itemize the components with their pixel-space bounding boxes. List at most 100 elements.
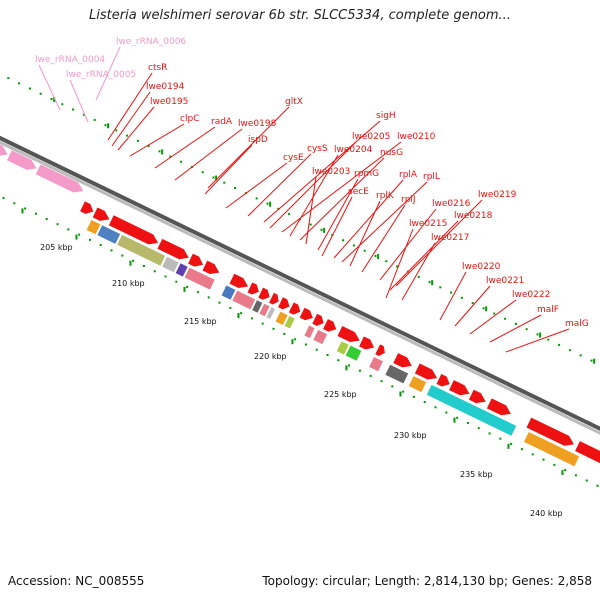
scale-dot	[240, 312, 243, 315]
scale-dot	[93, 118, 96, 121]
scale-dot	[277, 207, 280, 210]
scale-dot	[164, 275, 167, 278]
scale-major-tick	[161, 149, 164, 155]
cds-arrow	[258, 287, 270, 300]
callout-line	[395, 199, 483, 287]
cog-block	[117, 234, 166, 266]
gene-label: radA	[211, 117, 233, 127]
gene-label: secE	[348, 187, 369, 197]
scale-dot	[180, 160, 183, 163]
scale-major-tick	[593, 358, 596, 364]
scale-dot	[56, 223, 59, 226]
callout-line	[38, 64, 61, 111]
scale-dot	[590, 359, 593, 362]
scale-dot	[477, 427, 480, 430]
scale-dot	[579, 354, 582, 357]
cog-block	[266, 307, 275, 319]
gene-label-callouts: lwe_rRNA_0006lwe_rRNA_0004lwe_rRNA_0005c…	[35, 37, 589, 353]
topology-text: Topology: circular; Length: 2,814,130 bp…	[262, 574, 592, 588]
scale-dot	[229, 306, 232, 309]
cog-block	[86, 220, 101, 235]
scale-dot	[568, 349, 571, 352]
callout-line	[174, 128, 243, 181]
scale-dot	[78, 233, 81, 236]
accession-text: Accession: NC_008555	[8, 574, 145, 588]
gene-label: rpmG	[354, 169, 379, 179]
scale-dot	[82, 113, 85, 116]
scale-dot	[445, 411, 448, 414]
scale-dot	[385, 260, 388, 263]
backbone-line	[0, 135, 600, 431]
scale-dot	[434, 406, 437, 409]
cds-arrow	[468, 389, 486, 404]
cds-feature-track	[80, 201, 600, 464]
gene-label: lwe0219	[478, 190, 517, 200]
scale-dot	[417, 275, 420, 278]
callout-line	[299, 157, 385, 241]
cog-block	[304, 325, 315, 339]
scale-dot	[396, 265, 399, 268]
scale-dot	[315, 348, 318, 351]
callout-line	[207, 106, 290, 189]
scale-dot	[18, 82, 21, 85]
callout-line	[489, 314, 542, 343]
gene-label: lwe0215	[409, 219, 447, 229]
callout-line	[454, 285, 491, 327]
cds-arrow	[278, 297, 290, 310]
scale-major-tick	[561, 470, 564, 475]
scale-dot	[547, 338, 550, 341]
gene-label: lwe0195	[150, 97, 188, 107]
cog-block	[162, 256, 179, 273]
callout-line	[341, 181, 428, 263]
callout-line	[225, 162, 288, 209]
scale-major-tick	[291, 339, 294, 345]
gene-label: rplA	[399, 170, 418, 180]
scale-dot	[28, 87, 31, 90]
cds-arrow	[157, 238, 189, 260]
scale-dot	[585, 479, 588, 482]
cog-block	[345, 345, 362, 361]
cds-arrow	[575, 441, 600, 464]
callout-line	[117, 106, 155, 151]
scale-dot	[153, 270, 156, 273]
scale-dot	[13, 202, 16, 205]
gene-label: lwe0216	[432, 199, 471, 209]
scale-dot	[126, 134, 129, 137]
scale-dot	[294, 338, 297, 341]
scale-major-tick	[507, 443, 510, 449]
callout-line	[263, 120, 381, 223]
scale-dot	[24, 207, 27, 210]
kbp-tick-label: 215 kbp	[184, 317, 217, 326]
callout-line	[439, 271, 467, 321]
gene-label: lwe0194	[146, 82, 185, 92]
scale-dot	[525, 328, 528, 331]
cds-arrow	[188, 253, 204, 267]
callout-line	[107, 72, 153, 141]
scale-dot	[169, 155, 172, 158]
callout-line	[321, 196, 353, 257]
scale-dot	[7, 77, 10, 80]
cds-arrow	[92, 207, 110, 221]
scale-dot	[326, 353, 329, 356]
scale-dot	[531, 453, 534, 456]
cog-block	[284, 315, 295, 329]
gene-label: lwe0217	[431, 233, 469, 243]
cds-arrow	[436, 374, 450, 387]
gene-label: rplJ	[401, 195, 416, 205]
scale-major-tick	[183, 286, 186, 292]
cog-block	[336, 341, 349, 355]
scale-dot	[132, 259, 135, 262]
cds-arrow	[299, 307, 313, 321]
scale-dot	[564, 469, 567, 472]
map-title: Listeria welshimeri serovar 6b str. SLCC…	[89, 8, 511, 23]
callout-line	[385, 228, 414, 299]
cds-arrow	[269, 292, 279, 305]
scale-major-tick	[237, 313, 240, 319]
scale-dot	[460, 296, 463, 299]
rrna-arrow	[35, 164, 84, 193]
callout-line	[247, 153, 312, 217]
scale-dot	[158, 150, 161, 153]
scale-dot	[553, 463, 556, 466]
gene-label: cysS	[307, 144, 328, 154]
